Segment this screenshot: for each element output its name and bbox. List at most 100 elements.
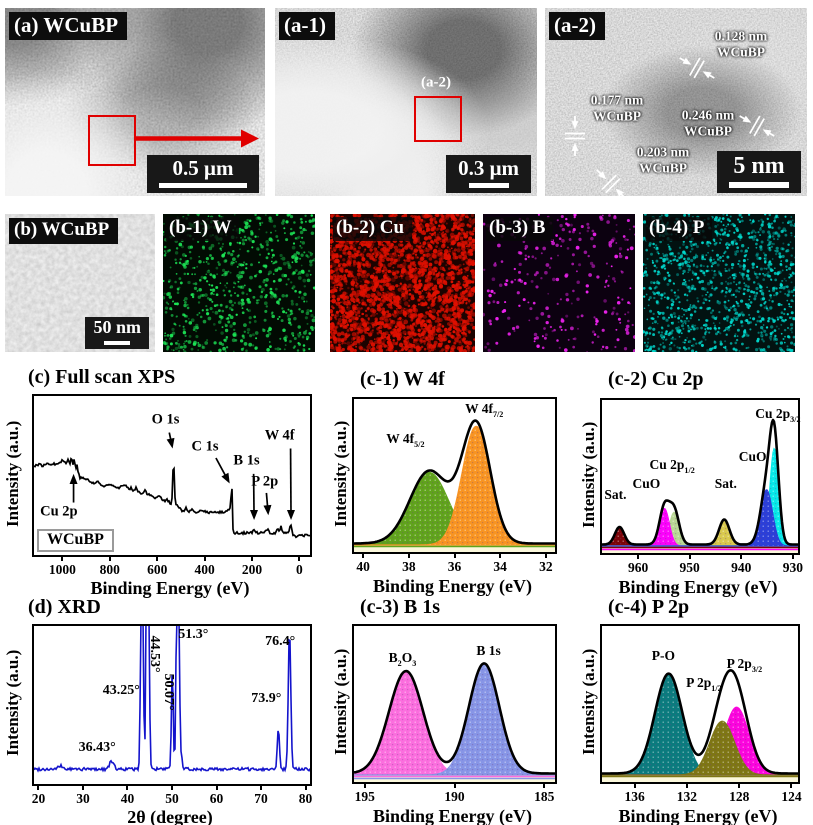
y-axis-label: Intensity (a.u.) [579,648,598,756]
x-tick [791,554,794,559]
eds-dot-field [330,214,475,352]
chart-full-scan-xps: (c) Full scan XPS Intensity (a.u.) WCuBP… [0,366,322,598]
x-axis-label: Binding Energy (eV) [372,806,532,825]
chart-b1s-xps: (c-3) B 1s Intensity (a.u.) B2O3 B 1s Bin… [330,596,558,825]
scale-text: 0.5 μm [172,155,234,180]
x-tick [362,553,365,558]
scale-text: 5 nm [733,152,785,179]
peak-label: Cu 2p3/2 [755,406,801,425]
x-tick [156,556,159,561]
peak-label: CuO [632,476,661,492]
scale-bar-line [729,182,789,188]
x-axis-label: Binding Energy (eV) [618,577,778,597]
x-tick-label: 50 [165,791,179,806]
survey-curve [34,432,310,539]
x-tick-label: 34 [493,559,507,574]
p2p-spectrum [602,669,798,782]
panel-b2-cu-map: (b-2) Cu [330,214,475,352]
map-label: (b-3) B [486,217,554,241]
cu2p-spectrum [602,418,798,553]
x-tick [685,783,688,788]
x-tick [633,783,636,788]
chart-title: (c-3) B 1s [360,596,440,618]
panel-a1-tem-image: (a-1) (a-2) 0.3 μm [275,8,537,196]
peak-label: CuO [738,448,767,464]
lattice-spacing-label: 0.177 nm WCuBP [590,92,644,123]
x-tick-label: 950 [679,560,700,575]
x-tick [738,783,741,788]
x-tick [260,785,263,790]
x-tick-label: 32 [539,559,553,574]
peak-label: Sat. [714,476,737,492]
x-tick-label: 190 [444,789,465,804]
x-tick-label: 124 [781,789,802,804]
element-peak-label: W 4f [264,427,295,444]
panel-b1-w-map: (b-1) W [163,214,315,352]
x-tick [61,556,64,561]
x-tick-label: 185 [534,789,555,804]
chart-title: (c-4) P 2p [608,596,690,618]
x-tick [215,785,218,790]
x-tick [171,785,173,790]
element-peak-label: Cu 2p [40,503,78,520]
chart-w4f-xps: (c-1) W 4f Intensity (a.u.) W 4f5/2 W 4f7… [330,366,558,596]
y-axis-label: Intensity (a.u.) [3,420,22,527]
region-of-interest-box [88,115,136,166]
plot-area: W 4f5/2 W 4f7/2 [352,397,557,554]
eds-dot-field [163,214,315,352]
peak-label: P 2p1/2 [686,674,722,693]
x-tick-label: 70 [254,791,268,806]
peak-label: W 4f7/2 [465,400,504,419]
map-label: (b-1) W [166,217,240,241]
sample-label: WCuBP [37,529,114,552]
x-axis-label: 2θ (degree) [127,807,213,825]
x-tick [499,553,502,558]
scale-bar-line [159,183,247,188]
lattice-spacing-label: 0.246 nm WCuBP [681,107,735,138]
peak-label: P 2p3/2 [726,656,763,674]
scale-bar-a: 0.5 μm [147,154,259,193]
w4f-spectrum [354,419,555,552]
x-tick [453,553,456,558]
x-tick-label: 30 [76,791,90,806]
panel-a-label: (a) WCuBP [9,12,128,41]
y-axis-label: Intensity (a.u.) [331,648,350,756]
x-tick [544,553,547,558]
x-tick-label: 80 [298,791,313,806]
b1s-spectrum [354,662,555,782]
scale-bar-line [104,341,131,345]
x-tick-label: 600 [147,562,168,577]
x-tick [453,783,456,788]
panel-a2-hrtem-image: (a-2) 0.128 nm WCuBP 0.177 nm WCuBP 0.246 nm… [545,8,807,196]
peak-label: W 4f5/2 [386,431,425,450]
lattice-spacing-label: 0.128 nm WCuBP [714,28,768,59]
x-tick-label: 20 [31,791,46,806]
scale-bar-a1: 0.3 μm [446,154,531,193]
x-tick-label: 800 [99,562,120,577]
peak-label: Cu 2p1/2 [649,456,695,475]
xrd-peak-label: 51.3° [178,627,209,643]
xrd-pattern [34,626,310,773]
x-tick-label: 60 [209,791,224,806]
x-tick-label: 200 [241,562,263,577]
chart-title: (d) XRD [28,596,101,618]
region-of-interest-box [414,96,462,142]
panel-b-label: (b) WCuBP [9,218,119,244]
plot-area: 36.43° 43.25° 44.53° 50.07° 51.3° 73.9° 76.4° [32,624,312,786]
x-tick-label: 38 [402,559,416,574]
chart-title: (c-2) Cu 2p [608,368,704,390]
element-peak-label: B 1s [233,452,260,469]
x-tick-label: 930 [782,560,803,575]
scale-text: 0.3 μm [458,155,519,180]
panel-b4-p-map: (b-4) P [643,214,795,352]
chart-xrd: (d) XRD Intensity (a.u.) 36.43° 43.25° 44.… [0,596,322,825]
eds-dot-field [643,214,795,352]
chart-p2p-xps: (c-4) P 2p Intensity (a.u.) P-O P 2p1/2 P … [576,596,808,825]
y-axis-label: Intensity (a.u.) [3,649,22,757]
map-label: (b-2) Cu [333,217,413,241]
y-axis-label: Intensity (a.u.) [579,421,598,528]
panel-b-stem-image: (b) WCuBP 50 nm [5,214,155,352]
x-tick-label: 400 [194,562,215,577]
x-tick [304,785,307,790]
